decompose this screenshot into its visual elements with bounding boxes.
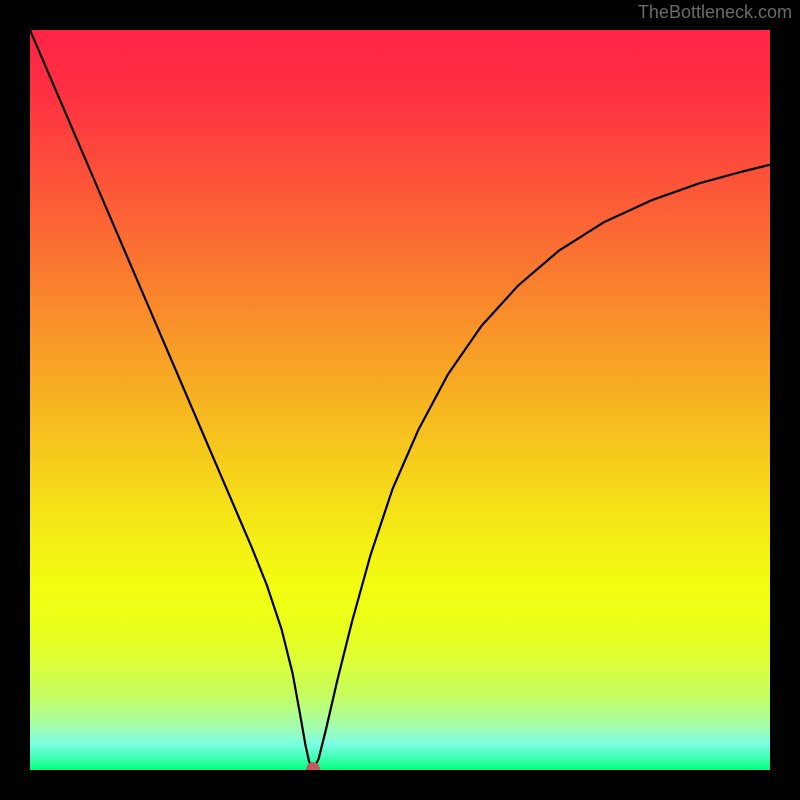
- chart-frame: TheBottleneck.com: [0, 0, 800, 800]
- plot-svg: [30, 30, 770, 770]
- plot-background: [30, 30, 770, 770]
- plot-area: [30, 30, 770, 770]
- watermark-text: TheBottleneck.com: [638, 2, 792, 23]
